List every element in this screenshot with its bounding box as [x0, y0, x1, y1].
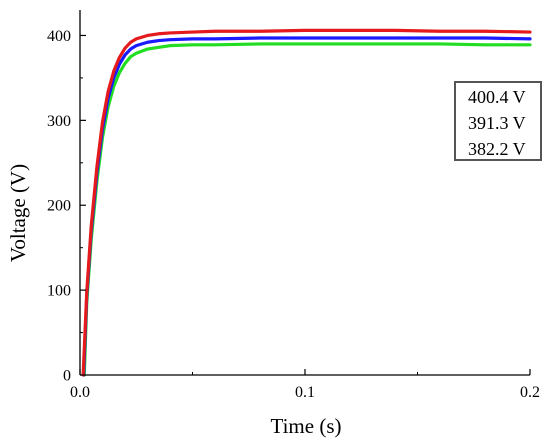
x-axis-title: Time (s) — [271, 414, 342, 438]
plot-frame — [79, 10, 530, 376]
y-tick-label: 400 — [47, 28, 71, 45]
y-axis-title: Voltage (V) — [6, 164, 30, 262]
x-tick-label: 0.2 — [520, 384, 540, 401]
x-tick-label: 0.1 — [295, 384, 315, 401]
series-layer — [81, 28, 532, 377]
y-tick-label: 0 — [63, 368, 71, 385]
legend: 400.4 V 391.3 V 382.2 V — [454, 81, 542, 161]
y-tick-label: 200 — [47, 198, 71, 215]
series-line-1 — [81, 28, 532, 377]
y-tick-label: 100 — [47, 283, 71, 300]
legend-entry-2: 391.3 V — [468, 113, 526, 133]
legend-entry-1: 400.4 V — [468, 87, 526, 107]
legend-entry-3: 382.2 V — [468, 139, 526, 159]
x-tick-label: 0.0 — [70, 384, 90, 401]
legend-box — [454, 81, 542, 161]
ticks-layer: 0 100 200 300 400 0.0 0.1 0.2 — [47, 28, 540, 401]
y-tick-label: 300 — [47, 113, 71, 130]
